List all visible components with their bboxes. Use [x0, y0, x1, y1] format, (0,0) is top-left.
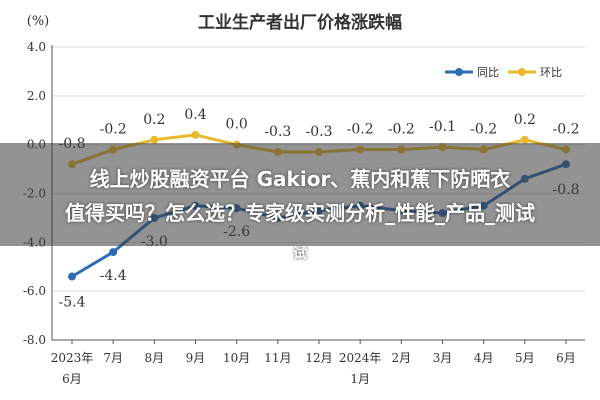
- legend-label-mom: 环比: [540, 66, 562, 79]
- x-tick-label: 5月: [515, 351, 535, 365]
- data-label-mom: -0.3: [306, 124, 333, 140]
- legend-marker-mom: [518, 68, 526, 76]
- legend-label-yoy: 同比: [477, 66, 499, 79]
- data-label-mom: 0.2: [143, 112, 165, 128]
- data-label-mom: -0.2: [553, 122, 580, 138]
- data-point-yoy: [68, 272, 76, 281]
- x-tick-label: 3月: [433, 351, 453, 365]
- data-point-mom: [191, 130, 200, 139]
- legend: 同比 环比: [445, 66, 562, 79]
- data-label-mom: -0.1: [429, 119, 456, 135]
- y-tick-label: 4.0: [27, 40, 46, 54]
- headline-line-1: 线上炒股融资平台 Gakior、蕉内和蕉下防晒衣: [89, 167, 511, 191]
- x-tick-label: 9月: [186, 351, 206, 365]
- x-tick-label: 2023年: [51, 351, 94, 365]
- data-label-mom: -0.2: [347, 122, 374, 138]
- chart-title: 工业生产者出厂价格涨跌幅: [198, 12, 402, 33]
- x-tick-label: 6月: [62, 372, 82, 386]
- data-label-mom: 0.4: [184, 107, 206, 123]
- x-tick-label: 1月: [350, 372, 370, 386]
- x-tick-label: 8月: [145, 351, 165, 365]
- data-label-mom: 0.2: [514, 112, 536, 128]
- headline-overlay[interactable]: 线上炒股融资平台 Gakior、蕉内和蕉下防晒衣 值得买吗？怎么选？专家级实测分…: [0, 143, 600, 246]
- legend-marker-yoy: [455, 68, 463, 76]
- x-tick-label: 7月: [103, 351, 123, 365]
- data-point-mom: [150, 135, 159, 144]
- data-label-yoy: -4.4: [100, 268, 127, 284]
- data-point-mom: [520, 135, 529, 144]
- x-tick-label: 4月: [474, 351, 494, 365]
- data-point-yoy: [109, 248, 118, 257]
- data-label-mom: -0.2: [100, 122, 127, 138]
- x-tick-label: 10月: [223, 351, 250, 365]
- data-label-mom: -0.3: [264, 124, 291, 140]
- data-label-mom: -0.2: [388, 122, 415, 138]
- y-tick-label: -8.0: [23, 333, 46, 347]
- headline-line-3: 试: [293, 246, 307, 262]
- y-tick-label: -6.0: [23, 284, 46, 298]
- headline-line-2: 值得买吗？怎么选？专家级实测分析_性能_产品_测试: [65, 201, 535, 225]
- y-axis-unit-label: (%): [27, 14, 50, 29]
- data-label-yoy: -5.4: [59, 295, 86, 311]
- x-tick-label: 2024年: [339, 351, 382, 365]
- y-tick-label: 2.0: [27, 89, 46, 103]
- x-tick-label: 12月: [305, 351, 332, 365]
- x-tick-label: 11月: [264, 351, 291, 365]
- x-tick-label: 6月: [556, 351, 576, 365]
- x-tick-label: 2月: [392, 351, 412, 365]
- data-label-mom: 0.0: [226, 117, 248, 133]
- data-label-mom: -0.2: [470, 122, 497, 138]
